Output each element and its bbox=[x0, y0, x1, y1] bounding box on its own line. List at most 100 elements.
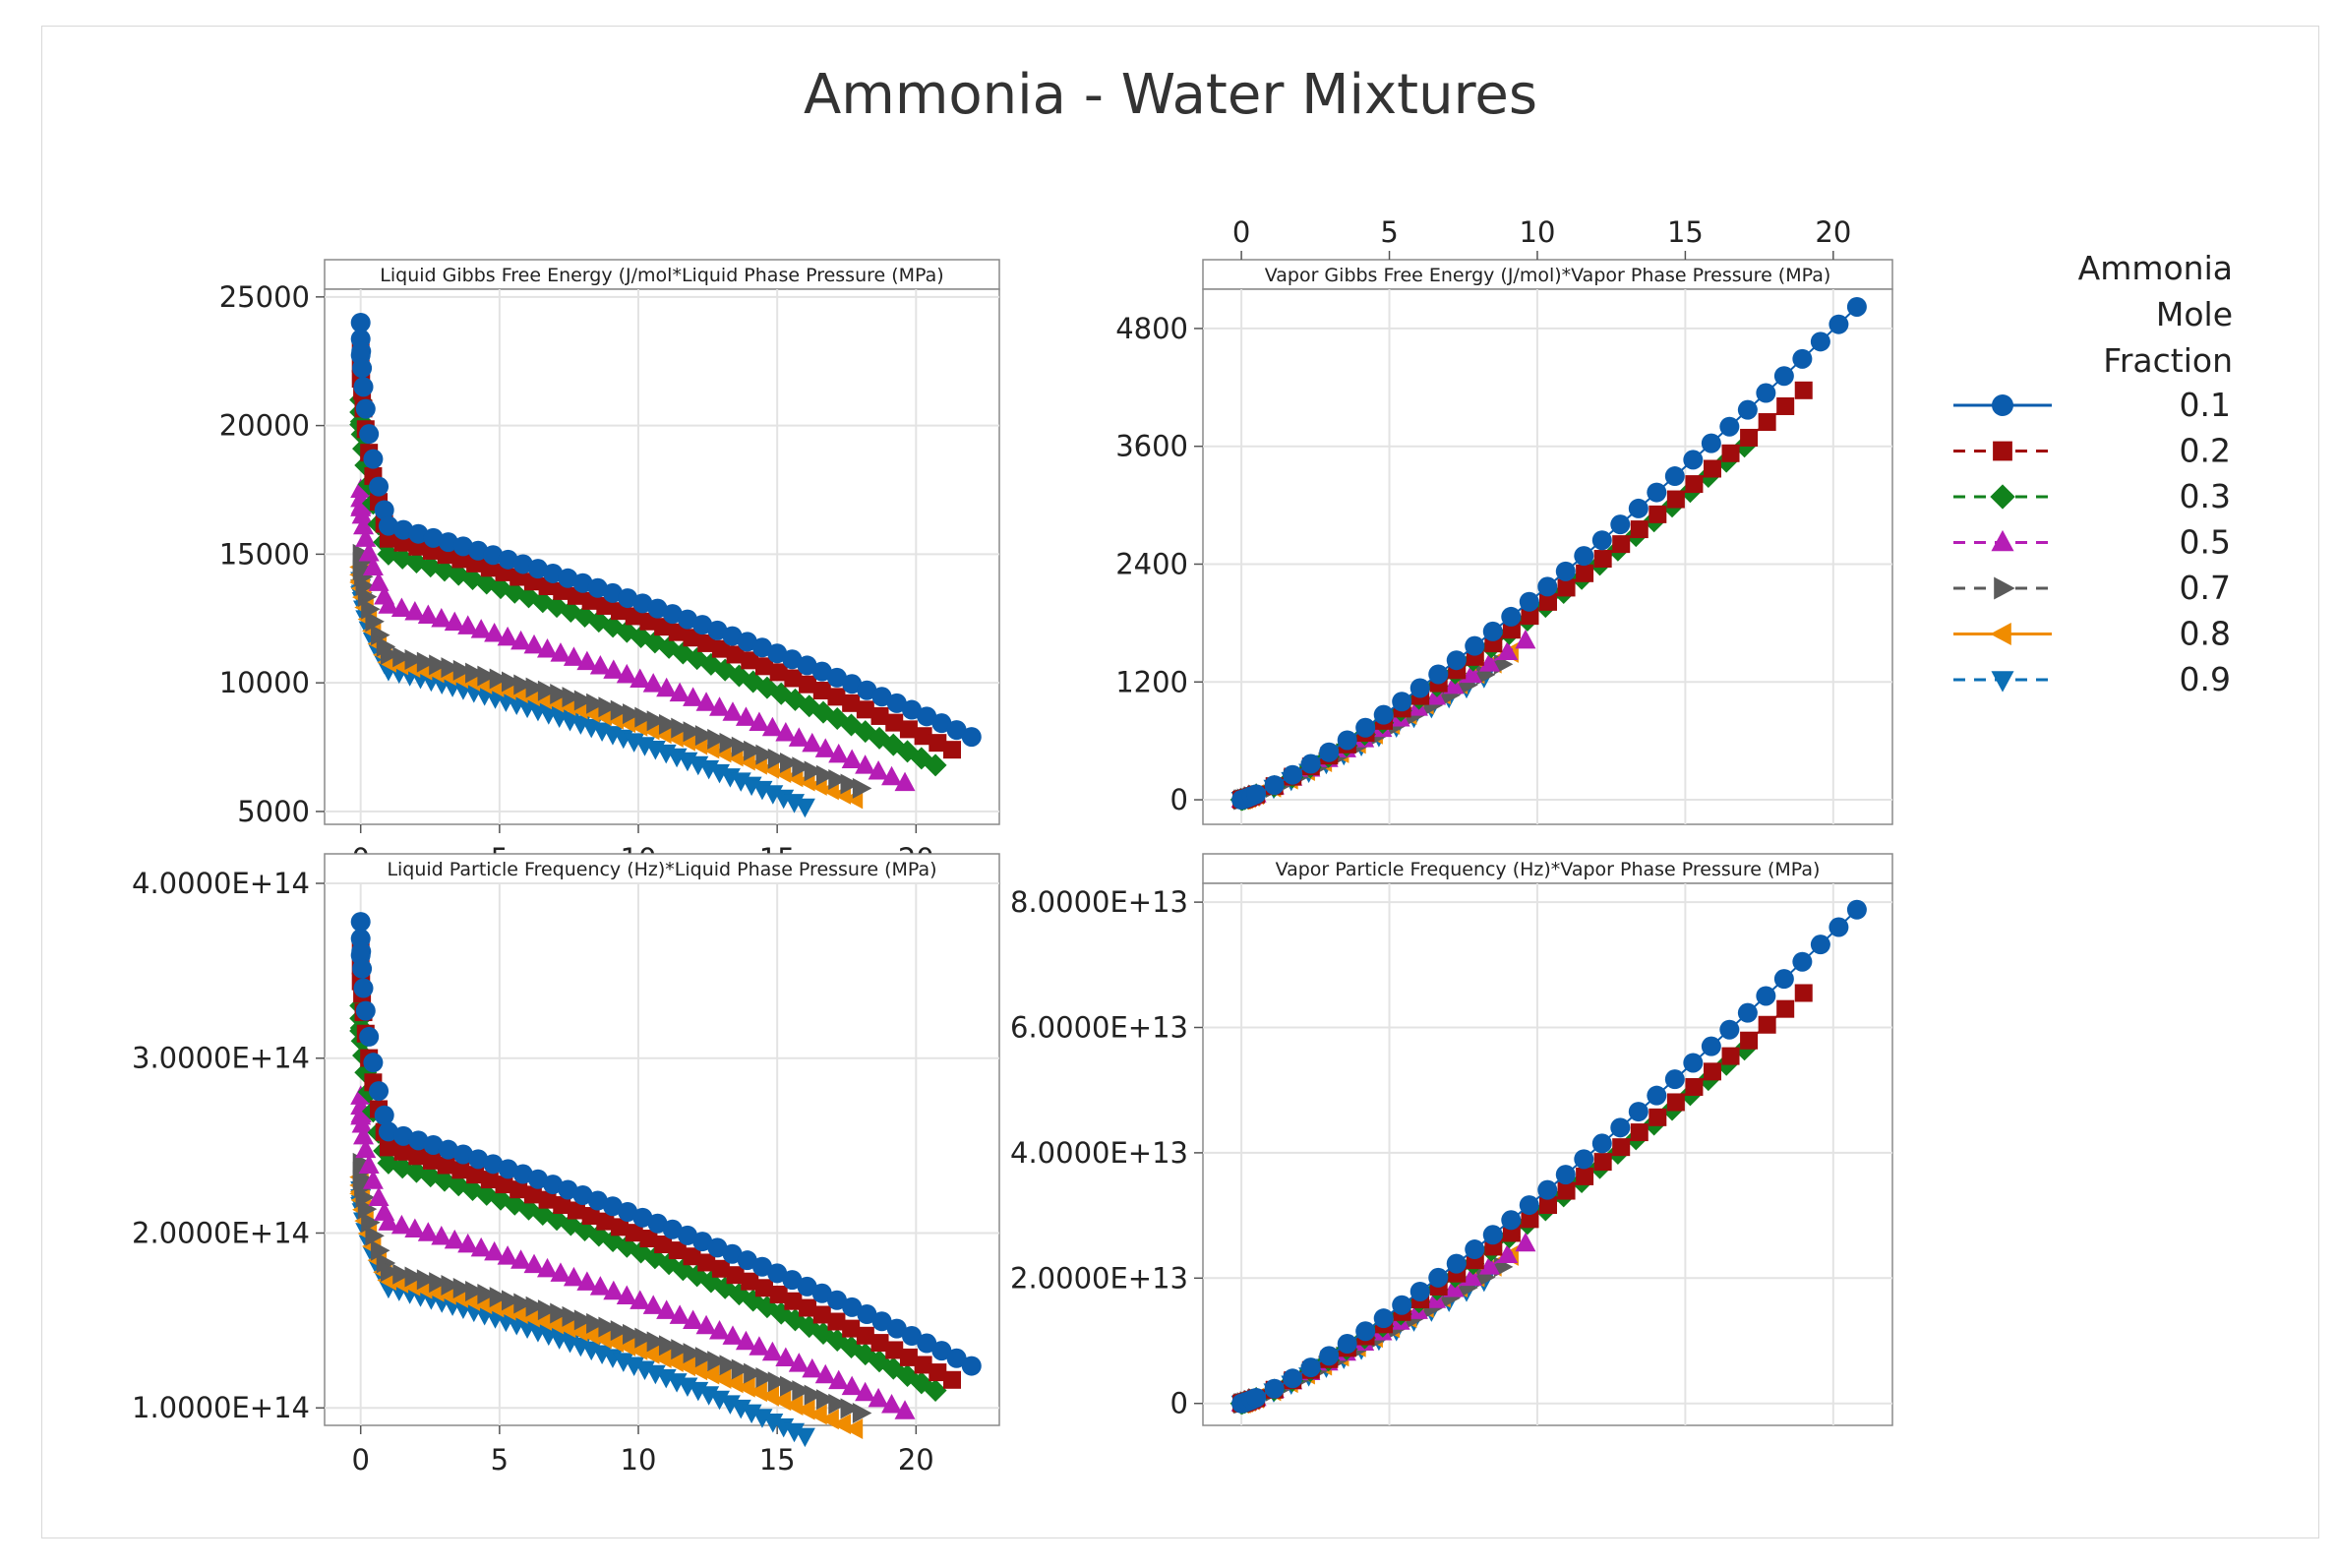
data-point bbox=[654, 1236, 673, 1254]
data-point bbox=[828, 769, 848, 791]
y-tick-label: 3600 bbox=[1115, 430, 1188, 463]
data-point bbox=[536, 1257, 558, 1278]
data-point bbox=[1446, 1253, 1467, 1274]
data-point bbox=[899, 720, 918, 739]
data-point bbox=[550, 1302, 570, 1324]
data-point bbox=[961, 727, 982, 748]
data-point bbox=[1557, 1181, 1576, 1200]
data-point bbox=[1630, 520, 1649, 539]
data-point bbox=[393, 1125, 414, 1146]
legend-title: Mole bbox=[2156, 295, 2233, 333]
data-point bbox=[618, 588, 638, 609]
data-point bbox=[1555, 1165, 1576, 1185]
data-point bbox=[437, 1156, 455, 1175]
data-point bbox=[404, 649, 425, 671]
data-point bbox=[1628, 1102, 1649, 1122]
data-point bbox=[374, 1105, 394, 1125]
data-point bbox=[438, 1139, 458, 1160]
data-point bbox=[931, 1341, 952, 1361]
data-point bbox=[707, 620, 728, 640]
data-point bbox=[1537, 1179, 1558, 1200]
data-point bbox=[365, 1225, 385, 1246]
data-point bbox=[1319, 742, 1340, 762]
data-point bbox=[784, 1422, 806, 1443]
y-tick-label: 20000 bbox=[219, 409, 310, 443]
data-point bbox=[537, 1299, 558, 1321]
data-point bbox=[767, 1263, 788, 1284]
data-point bbox=[1482, 621, 1503, 641]
x-tick-label: 20 bbox=[898, 1443, 934, 1477]
data-point bbox=[1446, 650, 1467, 671]
series-0.1 bbox=[1231, 296, 1867, 811]
data-point bbox=[604, 1332, 624, 1354]
data-point bbox=[1557, 578, 1576, 597]
data-point bbox=[587, 577, 608, 598]
data-point bbox=[1810, 935, 1830, 955]
data-point bbox=[1501, 1210, 1522, 1231]
data-point bbox=[914, 727, 932, 746]
series-0.1 bbox=[350, 313, 982, 748]
data-point bbox=[868, 1387, 889, 1408]
chart-panels: Liquid Gibbs Free Energy (J/mol*Liquid P… bbox=[132, 215, 1893, 1477]
data-point bbox=[1465, 635, 1485, 656]
data-point bbox=[562, 687, 582, 708]
data-point bbox=[1355, 1321, 1376, 1342]
y-tick-label: 2400 bbox=[1115, 547, 1188, 580]
data-point bbox=[525, 677, 546, 698]
panel-title: Vapor Particle Frequency (Hz)*Vapor Phas… bbox=[1276, 859, 1821, 880]
data-point bbox=[431, 1226, 452, 1245]
data-point bbox=[931, 713, 952, 734]
data-point bbox=[470, 1236, 492, 1257]
legend-marker bbox=[1990, 484, 2015, 510]
data-point bbox=[840, 1398, 861, 1419]
data-point bbox=[767, 643, 788, 664]
data-point bbox=[827, 688, 846, 706]
data-point bbox=[1593, 1153, 1612, 1172]
data-point bbox=[1519, 591, 1539, 612]
data-point bbox=[634, 1327, 654, 1349]
data-point bbox=[709, 696, 731, 716]
y-tick-label: 6.0000E+13 bbox=[1010, 1011, 1188, 1045]
data-point bbox=[489, 1287, 510, 1308]
data-point bbox=[929, 1363, 947, 1382]
data-point bbox=[556, 1317, 576, 1339]
data-point bbox=[1630, 1123, 1649, 1142]
data-point bbox=[1373, 1308, 1394, 1329]
data-point bbox=[417, 604, 439, 624]
data-point bbox=[1721, 444, 1740, 462]
y-tick-label: 4.0000E+14 bbox=[132, 867, 310, 900]
data-point bbox=[802, 732, 823, 753]
data-point bbox=[707, 1351, 727, 1372]
data-point bbox=[917, 706, 937, 727]
series-0.5 bbox=[350, 478, 916, 792]
data-point bbox=[1794, 984, 1813, 1002]
data-point bbox=[408, 1130, 429, 1151]
data-point bbox=[754, 657, 773, 676]
data-point bbox=[513, 674, 533, 695]
data-point bbox=[749, 711, 770, 732]
data-point bbox=[794, 1427, 815, 1448]
data-point bbox=[498, 1159, 518, 1179]
x-tick-label: 0 bbox=[351, 1443, 369, 1477]
data-point bbox=[465, 1280, 485, 1301]
x-tick-label: 5 bbox=[1380, 215, 1398, 249]
data-point bbox=[669, 682, 690, 702]
data-point bbox=[1300, 754, 1321, 774]
data-point bbox=[1846, 296, 1867, 317]
data-point bbox=[722, 701, 744, 721]
data-point bbox=[815, 764, 836, 786]
data-point bbox=[726, 1266, 745, 1285]
data-point bbox=[946, 1348, 967, 1368]
legend-marker bbox=[1990, 622, 2011, 646]
data-point bbox=[669, 1304, 690, 1324]
data-point bbox=[544, 1313, 565, 1335]
data-point bbox=[563, 1266, 584, 1287]
panel-vapor-gibbs: Vapor Gibbs Free Energy (J/mol)*Vapor Ph… bbox=[1115, 215, 1893, 825]
data-point bbox=[1537, 576, 1558, 597]
data-point bbox=[423, 1134, 444, 1155]
data-point bbox=[870, 1334, 889, 1353]
data-point bbox=[755, 744, 775, 765]
data-point bbox=[363, 449, 384, 469]
data-point bbox=[353, 1124, 375, 1145]
data-point bbox=[677, 1225, 697, 1245]
